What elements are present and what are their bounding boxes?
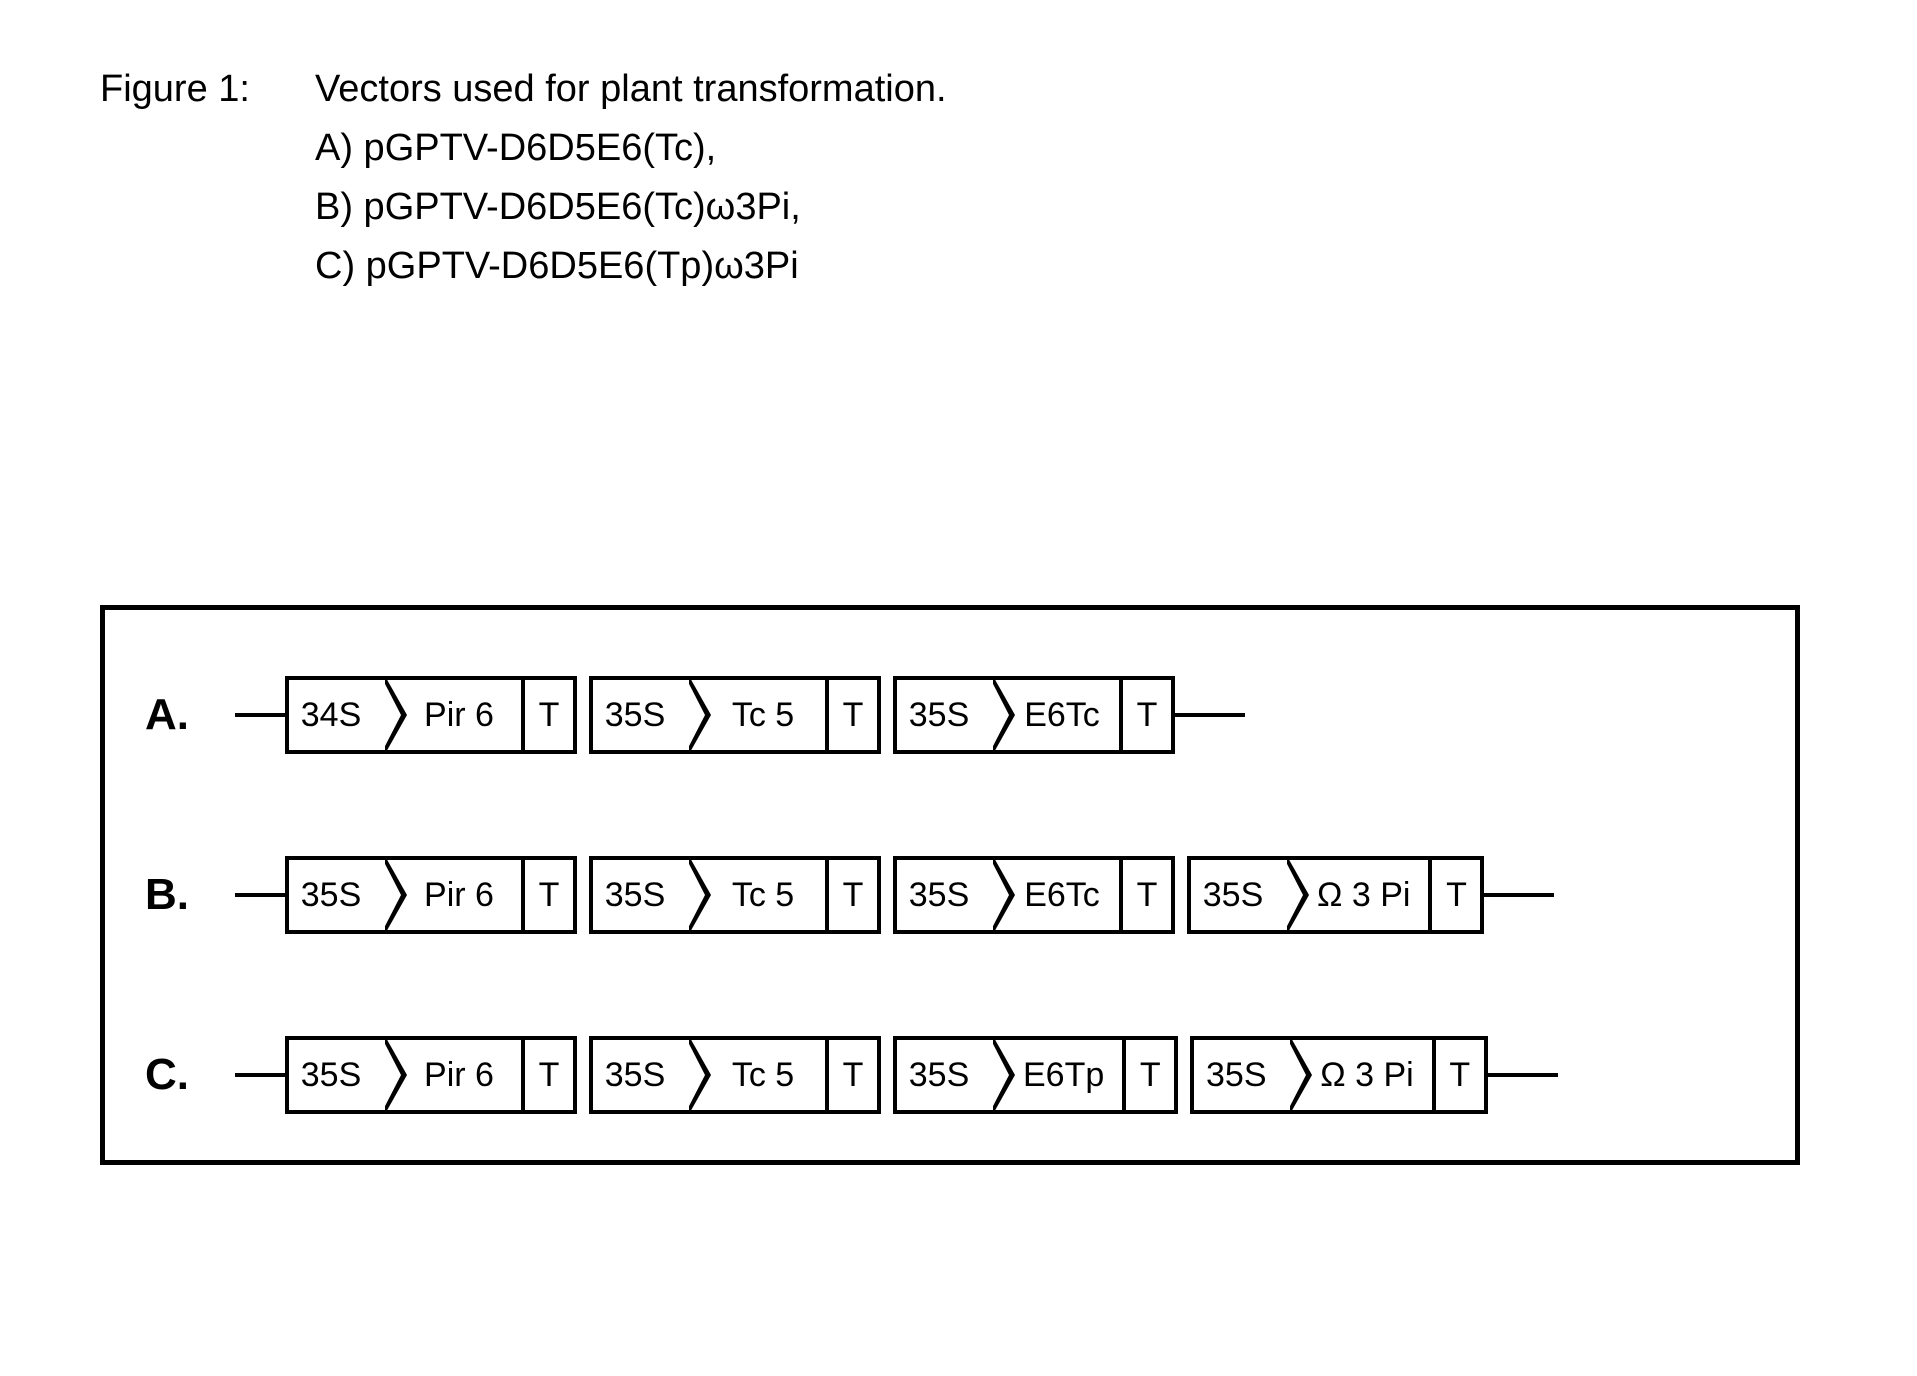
promoter-box: 34S — [285, 676, 385, 754]
terminator-box: T — [1432, 1036, 1488, 1114]
terminator-box: T — [825, 676, 881, 754]
terminator-box: T — [1119, 676, 1175, 754]
cassette: 35S Ω 3 Pi T — [1187, 856, 1484, 934]
row-label-a: A. — [145, 690, 235, 740]
cassette: 35S E6Tc T — [893, 676, 1175, 754]
construct-b: 35S Pir 6 T 35S Tc 5 T 35S E6Tc T 35S Ω … — [285, 856, 1484, 934]
caption-title: Vectors used for plant transformation. — [315, 60, 947, 119]
promoter-box: 35S — [893, 856, 993, 934]
cassette: 35S Tc 5 T — [589, 856, 881, 934]
cassette: 35S E6Tc T — [893, 856, 1175, 934]
row-label-b: B. — [145, 870, 235, 920]
connector-left — [235, 713, 285, 717]
promoter-box: 35S — [285, 1036, 385, 1114]
construct-row-a: A. 34S Pir 6 T 35S Tc 5 T 35S E6Tc T — [145, 670, 1755, 760]
figure-caption: Figure 1: Vectors used for plant transfo… — [100, 60, 947, 296]
cassette: 35S Tc 5 T — [589, 676, 881, 754]
promoter-box: 35S — [285, 856, 385, 934]
terminator-box: T — [521, 1036, 577, 1114]
cassette: 35S Pir 6 T — [285, 1036, 577, 1114]
terminator-box: T — [1119, 856, 1175, 934]
promoter-box: 35S — [893, 1036, 993, 1114]
construct-row-b: B. 35S Pir 6 T 35S Tc 5 T 35S E6Tc T — [145, 850, 1755, 940]
terminator-box: T — [825, 1036, 881, 1114]
connector-right — [1484, 893, 1554, 897]
cassette: 35S Ω 3 Pi T — [1190, 1036, 1487, 1114]
construct-a: 34S Pir 6 T 35S Tc 5 T 35S E6Tc T — [285, 676, 1175, 754]
caption-line-b: B) pGPTV-D6D5E6(Tc)ω3Pi, — [315, 178, 947, 237]
promoter-box: 35S — [1190, 1036, 1290, 1114]
promoter-box: 35S — [1187, 856, 1287, 934]
promoter-box: 35S — [589, 676, 689, 754]
connector-right — [1488, 1073, 1558, 1077]
terminator-box: T — [521, 676, 577, 754]
connector-right — [1175, 713, 1245, 717]
promoter-box: 35S — [589, 856, 689, 934]
promoter-box: 35S — [893, 676, 993, 754]
row-label-c: C. — [145, 1050, 235, 1100]
caption-title-row: Figure 1: Vectors used for plant transfo… — [100, 60, 947, 296]
terminator-box: T — [825, 856, 881, 934]
connector-left — [235, 893, 285, 897]
construct-row-c: C. 35S Pir 6 T 35S Tc 5 T 35S E6Tp T — [145, 1030, 1755, 1120]
diagram-box: A. 34S Pir 6 T 35S Tc 5 T 35S E6Tc T — [100, 605, 1800, 1165]
figure-label: Figure 1: — [100, 60, 315, 296]
caption-body: Vectors used for plant transformation. A… — [315, 60, 947, 296]
caption-line-a: A) pGPTV-D6D5E6(Tc), — [315, 119, 947, 178]
cassette: 35S Tc 5 T — [589, 1036, 881, 1114]
cassette: 35S E6Tp T — [893, 1036, 1178, 1114]
caption-line-c: C) pGPTV-D6D5E6(Tp)ω3Pi — [315, 237, 947, 296]
connector-left — [235, 1073, 285, 1077]
cassette: 35S Pir 6 T — [285, 856, 577, 934]
terminator-box: T — [1428, 856, 1484, 934]
construct-c: 35S Pir 6 T 35S Tc 5 T 35S E6Tp T 35S Ω … — [285, 1036, 1488, 1114]
terminator-box: T — [521, 856, 577, 934]
terminator-box: T — [1122, 1036, 1178, 1114]
promoter-box: 35S — [589, 1036, 689, 1114]
cassette: 34S Pir 6 T — [285, 676, 577, 754]
page: Figure 1: Vectors used for plant transfo… — [40, 40, 1917, 1336]
